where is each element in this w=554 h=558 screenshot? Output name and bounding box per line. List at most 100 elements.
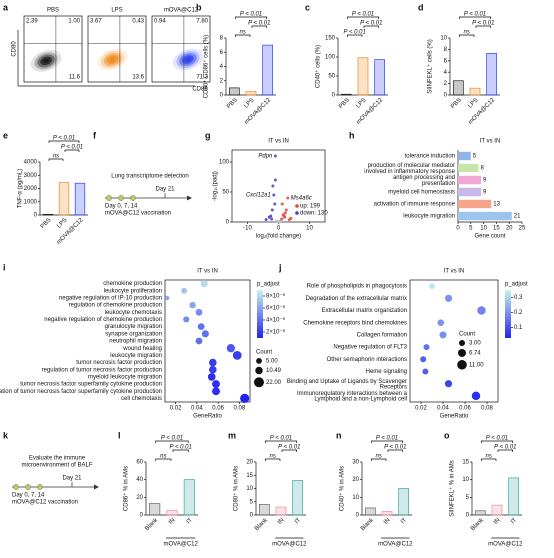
x-tick-label: IT (510, 517, 518, 525)
value-label: 5 (473, 154, 477, 160)
legend-marker (295, 204, 299, 208)
x-tick-label: 0.04 (191, 406, 203, 412)
category-label: tumor necrosis factor superfamily cytoki… (20, 382, 162, 388)
x-tick-label: IN (277, 517, 285, 525)
bar (166, 510, 178, 516)
x-axis-label: log₂(fold change) (256, 234, 301, 240)
x-tick-label: LPS (355, 97, 367, 109)
colorbar (257, 290, 263, 338)
size-legend-label: 10.49 (266, 368, 282, 374)
significance-label: ns (375, 454, 381, 460)
x-tick-label: 0.08 (481, 406, 493, 412)
vaccination-dot (106, 195, 112, 201)
category-label: leukocyte proliferation (104, 288, 162, 294)
significance-bracket (497, 449, 514, 452)
y-axis-label: CD40⁺ % in AMs (339, 466, 346, 511)
vaccination-dot (37, 484, 43, 490)
dot (212, 380, 220, 389)
y-tick-label: 15 (462, 460, 469, 466)
significance-label: ns (485, 454, 491, 460)
significance-label: ns (269, 454, 275, 460)
significance-label: ns (239, 30, 245, 36)
x-tick-label: IT (186, 517, 194, 525)
x-tick-label: 25 (519, 226, 526, 232)
timeline-arrow (94, 484, 99, 490)
significance-label: P < 0.01 (270, 436, 292, 442)
size-legend-label: 3.00 (469, 341, 481, 347)
dot (471, 391, 481, 401)
category-label: myeloid leukocyte migration (88, 374, 162, 380)
category-label: Degradation of the extracellular matrix (306, 296, 407, 302)
legend-label: up: 199 (300, 204, 321, 210)
quadrant-value: 13.6 (132, 75, 144, 81)
significance-label: P < 0.01 (53, 136, 75, 142)
group-label: mOVA@C12 (488, 542, 523, 548)
panel-letter: a (3, 2, 9, 12)
significance-bracket (387, 449, 404, 452)
vaccination-dot (13, 484, 19, 490)
y-tick-label: 6 (444, 58, 448, 64)
y-tick-label: 2 (444, 81, 448, 87)
flow-density (185, 57, 191, 62)
bar (357, 57, 369, 96)
significance-bracket (480, 458, 497, 461)
flow-x-label: CD86 (192, 87, 208, 93)
dot (201, 330, 209, 338)
colorbar-tick-label: 0.2 (514, 310, 523, 316)
category-label: regulation of tumor necrosis factor prod… (42, 367, 162, 373)
y-tick-label: 0 (140, 513, 144, 519)
x-tick-label: PBS (226, 97, 239, 110)
panel-letter: e (3, 130, 8, 140)
quadrant-value: 3.67 (90, 19, 102, 25)
size-legend-label: 5.00 (266, 358, 278, 364)
chart-title: IT vs IN (444, 269, 465, 275)
category-label: myeloid cell homeostasis (388, 190, 455, 196)
x-axis-label: Gene count (474, 234, 505, 240)
quadrant-value: 0.43 (132, 19, 144, 25)
legend-marker (295, 211, 299, 215)
chart-title: IT vs IN (480, 139, 501, 145)
panel-letter: n (336, 430, 342, 440)
y-tick-label: 0 (444, 93, 448, 99)
y-tick-label: 15 (246, 473, 253, 479)
x-tick-label: IT (294, 517, 302, 525)
schematic-text: Evaluate the immune (29, 456, 86, 462)
y-tick-label: 8 (220, 36, 224, 42)
point (280, 202, 284, 206)
bar (458, 199, 492, 209)
significance-label: P < 0.01 (486, 436, 508, 442)
gene-label: Cxcl12a1 (246, 193, 271, 199)
y-tick-label: 20 (352, 477, 359, 483)
point (283, 211, 287, 215)
panel-letter: d (418, 2, 424, 12)
bar (292, 480, 304, 516)
x-tick-label: 10 (306, 226, 313, 232)
schematic-days: Day 0, 7, 14 (105, 204, 138, 210)
bar (474, 510, 486, 516)
colorbar-tick-label: 4×10⁻⁶ (266, 317, 286, 324)
chart-title: IT vs IN (197, 269, 218, 275)
category-label: Extracellular matrix organization (322, 308, 407, 314)
significance-bracket (172, 449, 189, 452)
dot (183, 316, 190, 323)
significance-bracket (264, 440, 298, 443)
bar (58, 182, 70, 216)
plot-frame (409, 279, 499, 403)
point (273, 178, 277, 182)
y-tick-label: 0 (220, 93, 224, 99)
bar (458, 211, 512, 221)
significance-label: P < 0.01 (61, 145, 83, 151)
legend-label: down: 130 (300, 211, 328, 217)
x-tick-label: Blank (360, 517, 376, 533)
bar (364, 507, 376, 516)
x-tick-label: LPS (243, 97, 255, 109)
dot (420, 356, 427, 363)
chart-title: IT vs IN (268, 139, 289, 145)
plot-frame (164, 279, 251, 403)
quadrant-value: 2.39 (26, 19, 38, 25)
category-label: regulation of tumor necrosis factor supe… (0, 389, 162, 395)
flow-density (43, 58, 49, 64)
y-axis-label: CD86⁺ % in AMs (123, 466, 130, 511)
significance-bracket (458, 34, 475, 37)
